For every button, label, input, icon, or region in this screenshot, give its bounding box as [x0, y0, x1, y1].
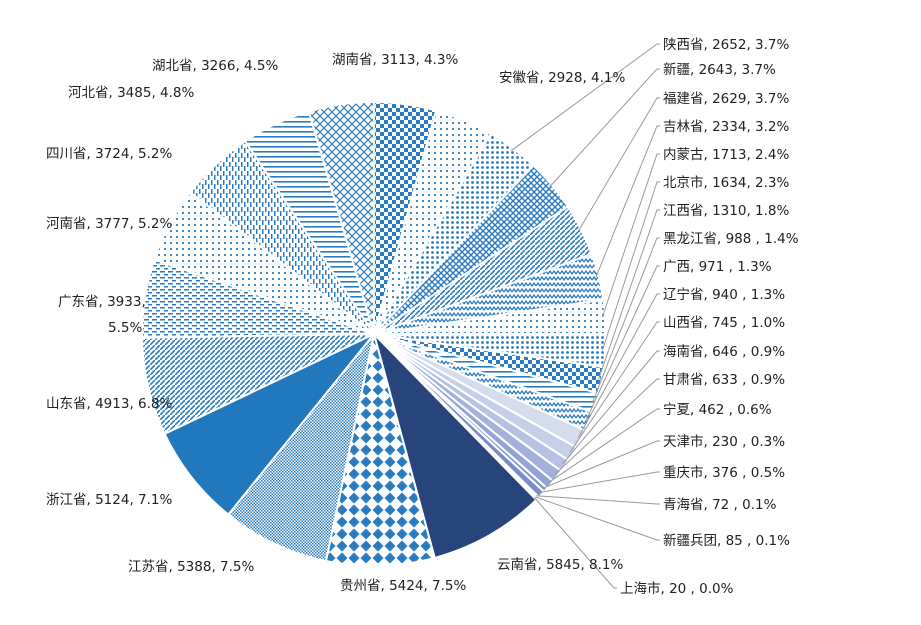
slice-label: 湖南省, 3113, 4.3%	[332, 52, 458, 68]
slice-label: 山东省, 4913, 6.8%	[46, 396, 172, 412]
slice-label: 吉林省, 2334, 3.2%	[663, 119, 789, 135]
slice-label: 天津市, 230 , 0.3%	[663, 433, 785, 450]
leader-line	[601, 181, 660, 351]
pie-slice	[372, 330, 538, 560]
leader-line	[601, 153, 660, 318]
slice-label: 云南省, 5845, 8.1%	[497, 557, 623, 573]
leader-line	[547, 408, 660, 484]
slice-label: 江西省, 1310, 1.8%	[663, 203, 789, 219]
pie-slice	[324, 333, 436, 568]
slice-label: 甘肃省, 633 , 0.9%	[663, 372, 785, 388]
slice-label: 上海市, 20 , 0.0%	[620, 580, 734, 597]
leader-line	[511, 43, 660, 152]
slice-label: 福建省, 2629, 3.7%	[663, 91, 789, 107]
slice-label: 辽宁省, 940 , 1.3%	[663, 286, 785, 303]
pie-slice	[307, 100, 375, 335]
leader-line	[577, 293, 660, 438]
leader-line	[597, 209, 660, 380]
leader-line	[569, 321, 660, 453]
slice-label: 安徽省, 2928, 4.1%	[499, 70, 625, 86]
slice-label: 重庆市, 376 , 0.5%	[663, 464, 785, 481]
slice-label: 河北省, 3485, 4.8%	[68, 85, 194, 101]
slice-label: 海南省, 646 , 0.9%	[663, 344, 785, 360]
leader-line	[585, 265, 660, 421]
pie-slice	[163, 333, 375, 516]
slice-label: 浙江省, 5124, 7.1%	[46, 492, 172, 508]
leader-line	[533, 497, 617, 589]
leader-line	[534, 496, 660, 541]
slice-label: 5.5%	[108, 320, 142, 336]
leader-line	[554, 378, 660, 475]
slice-label: 江苏省, 5388, 7.5%	[128, 559, 254, 575]
slice-label: 黑龙江省, 988 , 1.4%	[663, 231, 799, 247]
leader-line	[543, 440, 660, 489]
slice-label: 广西, 971 , 1.3%	[663, 259, 772, 275]
leader-line	[595, 125, 660, 278]
slice-label: 内蒙古, 1713, 2.4%	[663, 147, 789, 163]
slice-label: 广东省, 3933,	[58, 294, 146, 310]
pie-slice	[226, 333, 375, 563]
slice-label: 山西省, 745 , 1.0%	[663, 315, 785, 331]
leader-line	[592, 237, 660, 403]
slice-label: 湖北省, 3266, 4.5%	[152, 58, 278, 74]
slice-label: 贵州省, 5424, 7.5%	[340, 578, 466, 594]
slice-label: 北京市, 1634, 2.3%	[663, 174, 789, 191]
slice-label: 青海省, 72 , 0.1%	[663, 497, 777, 513]
slice-label: 新疆, 2643, 3.7%	[663, 62, 776, 78]
slice-label: 陕西省, 2652, 3.7%	[663, 37, 789, 53]
leader-line	[539, 471, 660, 493]
leader-line	[549, 68, 660, 188]
leader-line	[562, 350, 660, 465]
slice-label: 四川省, 3724, 5.2%	[46, 146, 172, 162]
slice-label: 新疆兵团, 85 , 0.1%	[663, 533, 790, 549]
leader-line	[536, 495, 660, 505]
slice-label: 宁夏, 462 , 0.6%	[663, 401, 772, 418]
slice-label: 河南省, 3777, 5.2%	[46, 216, 172, 232]
leader-line	[578, 97, 660, 232]
